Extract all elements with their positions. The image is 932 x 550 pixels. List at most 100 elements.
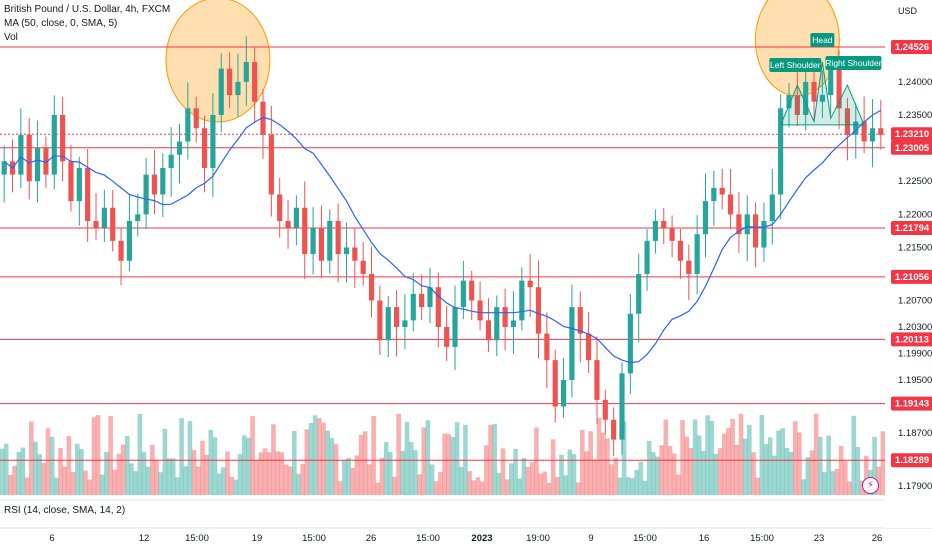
volume-bar bbox=[429, 464, 435, 495]
symbol-title[interactable]: British Pound / U.S. Dollar, 4h, FXCM bbox=[4, 4, 171, 15]
volume-bar bbox=[638, 461, 644, 495]
volume-bar bbox=[500, 448, 506, 495]
volume-bar bbox=[229, 476, 234, 495]
volume-bar bbox=[292, 430, 297, 495]
price-tick-label: 1.17900 bbox=[898, 481, 932, 492]
candle-body bbox=[168, 154, 174, 168]
left-shoulder-label-bg bbox=[769, 58, 822, 72]
candle-body bbox=[293, 207, 299, 228]
volume-bar bbox=[788, 451, 794, 495]
volume-bar bbox=[108, 416, 113, 495]
candle-body bbox=[368, 273, 375, 301]
price-tag-bg bbox=[891, 396, 932, 411]
volume-bar bbox=[592, 459, 598, 495]
highlight-circle bbox=[165, 0, 271, 123]
candle-body bbox=[611, 419, 617, 440]
volume-bar bbox=[692, 419, 698, 495]
candle-body bbox=[519, 280, 525, 321]
volume-bar bbox=[513, 448, 518, 495]
volume-bar bbox=[383, 441, 389, 495]
price-axis[interactable]: 1.24000 1.23500 1.22500 1.22000 1.21500 1.207… bbox=[885, 0, 932, 528]
volume-bar bbox=[8, 474, 13, 495]
volume-bar bbox=[826, 435, 831, 495]
volume-bar bbox=[342, 460, 347, 495]
volume-bar bbox=[538, 473, 543, 495]
head-and-shoulders-pattern: Left Shoulder Head Right Shoulder bbox=[769, 33, 882, 126]
volume-bar bbox=[817, 436, 823, 495]
candle-body bbox=[235, 81, 241, 96]
ma-indicator-label[interactable]: MA (50, close, 0, SMA, 5) bbox=[4, 18, 118, 29]
price-tag-bg bbox=[891, 127, 932, 142]
volume-bar bbox=[734, 444, 740, 495]
volume-bar bbox=[99, 474, 105, 495]
price-tick-label: 1.20300 bbox=[898, 322, 932, 333]
volume-bar bbox=[559, 454, 564, 495]
volume-bar bbox=[133, 471, 138, 495]
volume-bar bbox=[166, 458, 172, 495]
candle-body bbox=[76, 167, 82, 202]
time-axis[interactable]: 6 12 15:00 19 15:00 26 15:00 2023 19:00 9 15:00 16 1… bbox=[49, 533, 882, 544]
rsi-indicator-label[interactable]: RSI (14, close, SMA, 14, 2) bbox=[4, 505, 126, 516]
volume-bar bbox=[187, 421, 193, 495]
candle-body bbox=[176, 141, 183, 155]
volume-bar bbox=[87, 479, 93, 495]
candle-body bbox=[669, 227, 675, 241]
volume-bar bbox=[625, 477, 631, 495]
volume-bar bbox=[471, 480, 477, 495]
price-tag-bg bbox=[891, 140, 932, 155]
candle-body bbox=[18, 134, 24, 175]
candle-body bbox=[627, 313, 633, 374]
volume-bar bbox=[271, 424, 276, 495]
candle-body bbox=[753, 214, 759, 248]
volume-bar bbox=[33, 441, 38, 495]
volume-bar bbox=[233, 479, 239, 495]
volume-bar bbox=[851, 415, 856, 495]
volume-bar bbox=[730, 418, 735, 495]
candle-body bbox=[302, 207, 308, 255]
candle-body bbox=[711, 187, 717, 202]
candle-body bbox=[510, 320, 517, 327]
volume-bar bbox=[467, 471, 472, 495]
candle-body bbox=[652, 220, 658, 241]
lightning-icon[interactable]: ⚡ bbox=[862, 477, 879, 494]
price-tag-bg bbox=[891, 269, 932, 284]
candle-body bbox=[318, 227, 325, 261]
candle-body bbox=[677, 240, 684, 261]
price-tag-label: 1.23005 bbox=[895, 143, 930, 154]
right-shoulder-label: Right Shoulder bbox=[825, 58, 881, 68]
volume-bar bbox=[254, 460, 260, 495]
price-tag-label: 1.21794 bbox=[895, 223, 930, 234]
volume-bar bbox=[454, 422, 460, 495]
price-tick-label: 1.19900 bbox=[898, 348, 932, 359]
volume-bar bbox=[204, 454, 209, 495]
candle-body bbox=[469, 280, 475, 301]
currency-label: USD bbox=[898, 6, 918, 16]
price-tick-label: 1.23500 bbox=[898, 110, 932, 121]
volume-bar bbox=[609, 464, 614, 495]
volume-bar bbox=[246, 437, 251, 495]
candle-body bbox=[744, 214, 750, 235]
volume-bar bbox=[555, 476, 560, 495]
volume-bar bbox=[834, 468, 840, 495]
time-tick-label: 2023 bbox=[471, 533, 492, 544]
volume-bar bbox=[41, 463, 47, 495]
candle-body bbox=[377, 300, 383, 341]
candle-body bbox=[527, 280, 533, 288]
volume-indicator-label[interactable]: Vol bbox=[4, 32, 18, 43]
volume-bar bbox=[504, 479, 510, 495]
volume-bar bbox=[767, 437, 773, 495]
volume-bar bbox=[49, 436, 55, 495]
time-tick-label: 16 bbox=[699, 533, 710, 544]
volume-bar bbox=[262, 448, 268, 495]
volume-bar bbox=[563, 475, 568, 495]
volume-bar bbox=[362, 431, 368, 495]
candle-body bbox=[444, 326, 450, 347]
candle-body bbox=[360, 260, 366, 274]
candle-body bbox=[602, 399, 608, 420]
volume-bar bbox=[446, 434, 452, 495]
volume-bar bbox=[241, 435, 247, 495]
volume-bar bbox=[125, 435, 130, 495]
price-tag-label: 1.19143 bbox=[895, 399, 929, 410]
candle-body bbox=[110, 207, 116, 241]
